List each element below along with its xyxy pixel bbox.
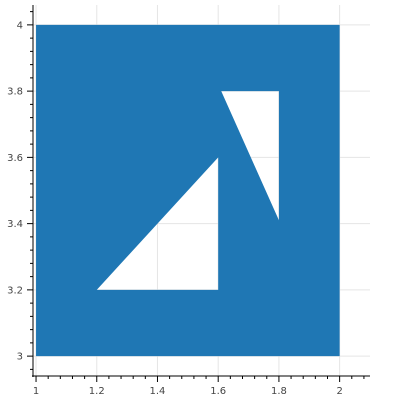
- y-tick-label: 3.4: [7, 219, 23, 230]
- x-tick-label: 1: [33, 386, 39, 397]
- y-tick-label: 4: [17, 20, 23, 31]
- y-tick-label: 3.6: [7, 153, 23, 164]
- x-tick-label: 1.8: [271, 386, 287, 397]
- y-tick-label: 3.2: [7, 285, 23, 296]
- x-tick-label: 1.4: [150, 386, 166, 397]
- x-tick-label: 1.6: [210, 386, 226, 397]
- x-tick-label: 2: [336, 386, 342, 397]
- x-tick-label: 1.2: [89, 386, 105, 397]
- axes: 1 1.2 1.4 1.6 1.8 2 3 3.2 3.4 3.6 3.8 4: [7, 5, 370, 397]
- y-tick-label: 3: [17, 352, 23, 363]
- patch-shape: [36, 24, 340, 357]
- y-tick-label: 3.8: [7, 87, 23, 98]
